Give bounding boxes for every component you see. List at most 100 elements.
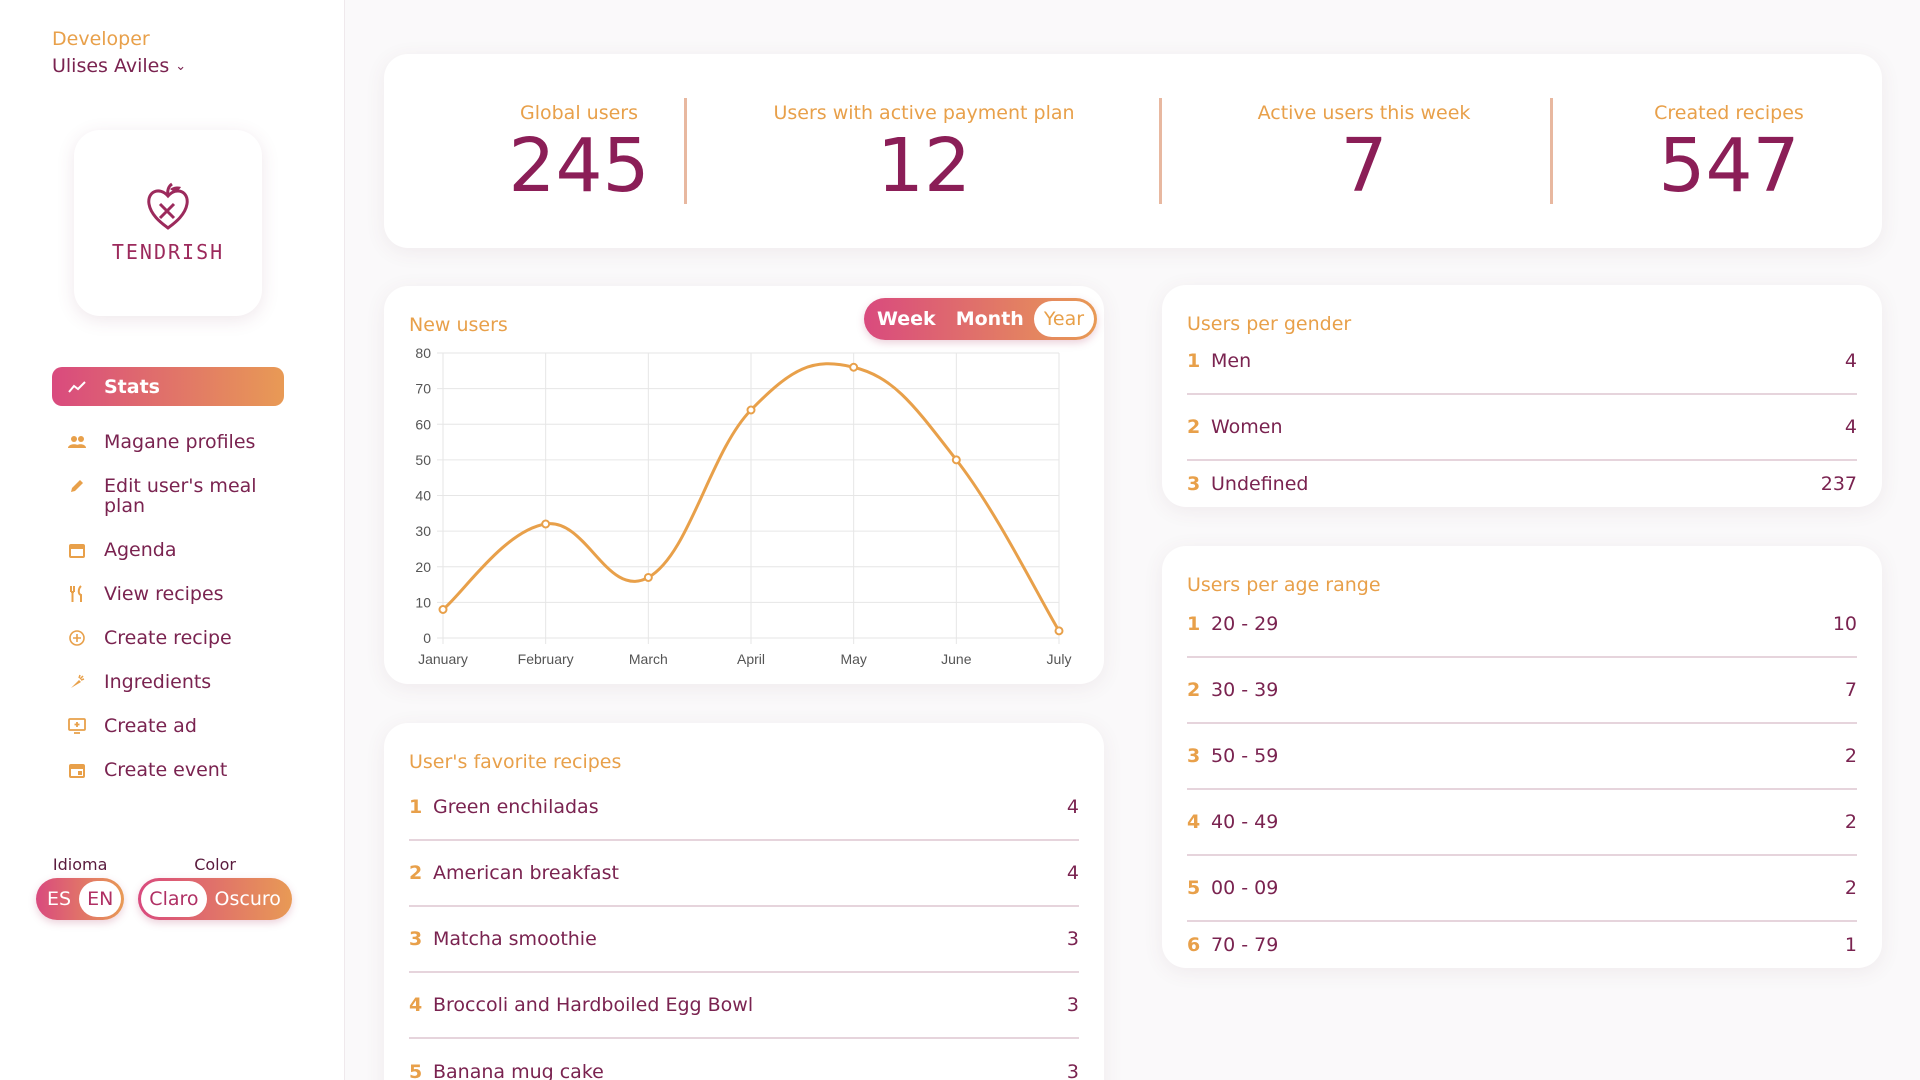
language-label: Idioma [52,855,108,874]
data-point [951,455,961,465]
favorite-recipes-card: User's favorite recipes 1 Green enchilad… [384,723,1104,1080]
language-toggle-group: Idioma ES EN [36,855,125,920]
favorite-recipes-title: User's favorite recipes [409,751,622,773]
y-tick-label: 30 [415,523,431,539]
chevron-down-icon: ⌄ [175,58,187,74]
stat-active-users-week: Active users this week 7 [1214,102,1514,206]
summary-stats-card: Global users 245 Users with active payme… [384,54,1882,248]
list-item: 5 Banana mug cake 3 [409,1039,1079,1080]
nav-label: View recipes [104,583,224,605]
nav-item-edit-meal-plan[interactable]: Edit user's meal plan [52,476,284,516]
x-tick-label: May [840,651,866,667]
item-rank: 6 [1187,934,1201,956]
nav-item-agenda[interactable]: Agenda [52,540,284,560]
user-name: Ulises Aviles [52,55,170,77]
stat-label: Global users [520,102,638,124]
item-rank: 1 [1187,350,1201,372]
stat-divider [684,98,687,204]
stat-value: 7 [1340,123,1388,209]
y-tick-label: 10 [415,594,431,610]
new-users-title: New users [409,314,508,336]
item-name: Banana mug cake [433,1061,604,1080]
item-count: 3 [1066,928,1079,950]
y-tick-label: 20 [415,559,431,575]
list-item: 2 30 - 39 7 [1187,658,1857,724]
y-tick-label: 80 [415,345,431,361]
list-item: 1 Men 4 [1187,329,1857,395]
item-count: 2 [1844,745,1857,767]
item-name: 40 - 49 [1211,811,1279,833]
x-tick-label: June [941,651,972,667]
nav-item-create-recipe[interactable]: Create recipe [52,628,284,648]
item-count: 4 [1066,796,1079,818]
item-rank: 3 [1187,473,1201,495]
pencil-icon [68,476,86,496]
theme-option-light[interactable]: Claro [141,881,207,917]
nav-item-create-event[interactable]: Create event [52,760,284,780]
item-rank: 2 [1187,416,1201,438]
period-week[interactable]: Week [877,308,936,330]
item-name: Men [1211,350,1252,372]
x-tick-label: April [737,651,765,667]
theme-toggle[interactable]: Claro Oscuro [138,878,292,920]
item-rank: 4 [1187,811,1201,833]
item-rank: 4 [409,994,423,1016]
data-point [438,605,448,614]
language-toggle[interactable]: ES EN [36,878,125,920]
stat-value: 12 [876,123,972,209]
y-tick-label: 0 [423,630,431,646]
stat-divider [1550,98,1553,204]
nav-item-ingredients[interactable]: Ingredients [52,672,284,692]
plus-circle-icon [68,628,86,648]
period-month[interactable]: Month [955,308,1024,330]
user-menu[interactable]: Ulises Aviles ⌄ [52,55,186,77]
list-item: 4 40 - 49 2 [1187,790,1857,856]
item-rank: 2 [409,862,423,884]
item-rank: 3 [409,928,423,950]
new-users-chart: 0 10 20 30 40 50 60 70 80 January February March Apr… [415,345,1071,667]
item-count: 4 [1844,350,1857,372]
list-item: 5 00 - 09 2 [1187,856,1857,922]
list-item: 3 Undefined 237 [1187,461,1857,507]
nav-item-manage-profiles[interactable]: Magane profiles [52,432,284,452]
apple-heart-logo-icon [147,182,189,230]
stat-label: Created recipes [1654,102,1804,124]
nav-item-stats[interactable]: Stats [52,367,284,406]
users-per-age-title: Users per age range [1187,574,1381,596]
item-rank: 3 [1187,745,1201,767]
item-name: Matcha smoothie [433,928,597,950]
y-tick-label: 70 [415,381,431,397]
nav-label: Create event [104,759,228,781]
period-toggle[interactable]: Week Month Year [864,298,1098,340]
nav-item-create-ad[interactable]: Create ad [52,716,284,736]
settings-toggles: Idioma ES EN Color Claro Oscuro [36,855,292,920]
item-rank: 1 [1187,613,1201,635]
data-point [1054,626,1064,636]
item-count: 1 [1844,934,1857,956]
calendar-icon [68,540,86,560]
item-name: Undefined [1211,473,1309,495]
list-item: 6 70 - 79 1 [1187,922,1857,968]
users-per-gender-card: Users per gender 1 Men 4 2 Women 4 3 Und… [1162,285,1882,507]
period-year[interactable]: Year [1033,301,1095,337]
list-item: 2 American breakfast 4 [409,841,1079,907]
ad-icon [68,716,86,736]
language-option-es[interactable]: ES [47,888,72,910]
list-item: 1 20 - 29 10 [1187,592,1857,658]
list-item: 4 Broccoli and Hardboiled Egg Bowl 3 [409,973,1079,1039]
data-point [746,405,756,415]
item-name: 00 - 09 [1211,877,1279,899]
item-name: 50 - 59 [1211,745,1279,767]
item-name: 70 - 79 [1211,934,1279,956]
language-option-en[interactable]: EN [79,881,122,917]
stat-global-users: Global users 245 [464,102,694,206]
stat-value: 245 [508,123,650,209]
item-rank: 2 [1187,679,1201,701]
nav-item-view-recipes[interactable]: View recipes [52,584,284,604]
stat-created-recipes: Created recipes 547 [1604,102,1854,206]
calendar-plus-icon [68,760,86,780]
theme-option-dark[interactable]: Oscuro [214,888,281,910]
stat-label: Active users this week [1257,102,1471,124]
trending-up-icon [68,377,86,397]
list-item: 1 Green enchiladas 4 [409,775,1079,841]
